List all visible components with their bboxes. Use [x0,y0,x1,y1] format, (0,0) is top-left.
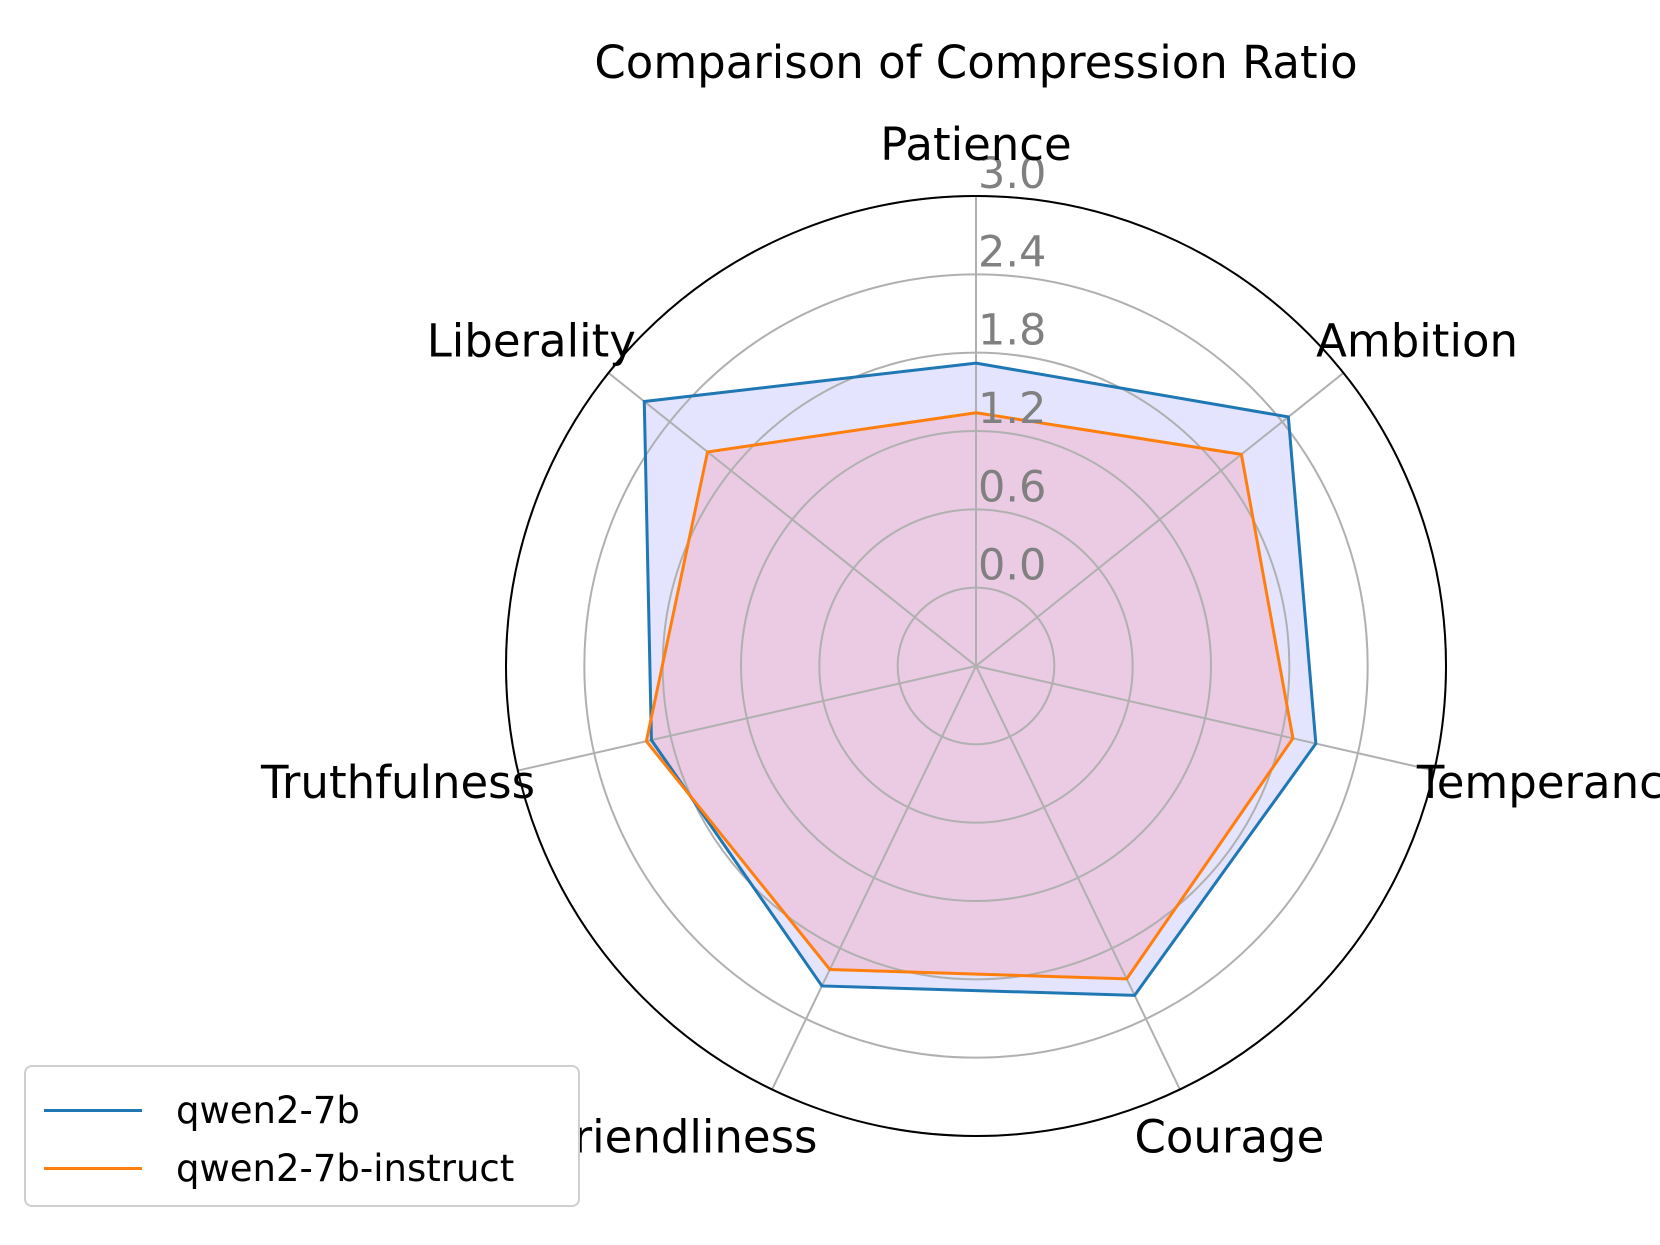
legend-swatch-series-1 [44,1108,142,1112]
series-fill-2 [646,412,1293,979]
series-line-1 [642,361,1318,997]
category-label: Liberality [427,315,636,368]
series-line-2 [644,411,1295,981]
radial-tick-label: 0.0 [978,541,1046,591]
radial-tick-label: 1.2 [978,384,1046,434]
category-label: Temperance [1416,756,1660,809]
category-label: Courage [1134,1110,1324,1163]
spoke-4 [975,665,1181,1090]
spoke-3 [975,665,1435,772]
legend-label-series-1: qwen2-7b [176,1088,360,1132]
legend-label-series-2: qwen2-7b-instruct [176,1146,515,1190]
category-label: Friendliness [551,1110,817,1163]
radial-tick-label: 2.4 [978,227,1046,277]
legend: qwen2-7b qwen2-7b-instruct [24,1065,580,1207]
legend-swatch-series-2 [44,1166,142,1170]
radial-tick-label: 0.6 [978,462,1046,512]
chart-title: Comparison of Compression Ratio [594,36,1357,89]
legend-entry-series-2: qwen2-7b-instruct [44,1143,514,1193]
series-fills [644,363,1316,996]
radial-tick-label: 1.8 [978,306,1046,356]
category-label: Patience [880,118,1071,171]
outer-frame [505,195,1447,1137]
radial-grid [505,195,1447,1137]
spoke-7 [607,372,977,667]
series-lines [642,361,1318,997]
spoke-5 [771,665,977,1090]
legend-entry-series-1: qwen2-7b [44,1085,360,1135]
category-label: Truthfulness [260,756,535,809]
category-label: Ambition [1316,315,1518,368]
radial-tick-label: 3.0 [978,149,1046,199]
radial-tick-labels: 0.0 0.6 1.2 1.8 2.4 3.0 [978,149,1046,591]
category-labels: Patience Ambition Temperance Courage Friendl… [260,118,1660,1163]
spoke-2 [975,372,1345,667]
spoke-6 [517,665,977,772]
